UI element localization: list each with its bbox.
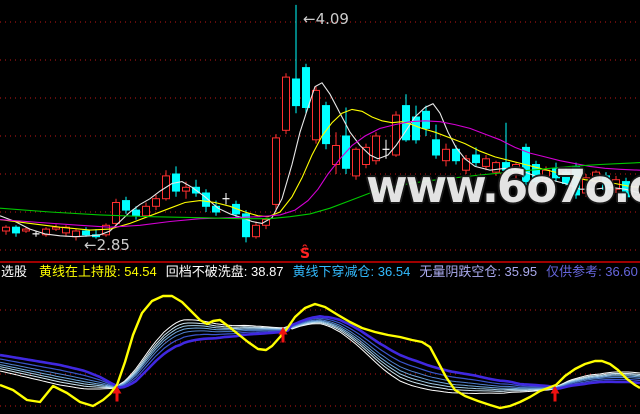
candle-up xyxy=(582,177,590,194)
candle-down xyxy=(452,148,460,162)
sell-marker: Ŝ xyxy=(300,244,310,262)
ribbon-line xyxy=(0,321,640,391)
candle-up xyxy=(462,158,470,171)
ribbon-line xyxy=(0,314,640,391)
status-item: 仅供参考: 36.60 xyxy=(546,264,638,279)
candle-down xyxy=(202,192,210,207)
buy-arrow xyxy=(112,386,122,402)
ma-yellow xyxy=(0,108,640,231)
candle-down xyxy=(322,105,330,145)
candle-down xyxy=(242,213,250,238)
candle-up xyxy=(102,224,110,236)
candle-down xyxy=(302,67,310,108)
candle-down xyxy=(412,116,420,141)
candle-up xyxy=(592,171,600,183)
candle-up xyxy=(362,146,370,165)
ma-magenta xyxy=(0,120,640,228)
buy-arrow xyxy=(278,327,288,343)
candle-up xyxy=(392,114,400,156)
candle-up xyxy=(22,228,30,232)
ribbon-line xyxy=(0,322,640,392)
candle-down xyxy=(532,164,540,183)
candle-down xyxy=(432,139,440,156)
candle-up xyxy=(352,148,360,177)
candle-up xyxy=(312,89,320,141)
candle-down xyxy=(422,110,430,129)
status-item: 黄线在上持股: 54.54 xyxy=(39,264,157,279)
ribbon-line xyxy=(0,320,640,390)
status-item: 黄线下穿减仓: 36.54 xyxy=(292,264,411,279)
main-price-chart[interactable]: ←4.09 ←2.85 Ŝ xyxy=(0,0,640,262)
ribbon-line xyxy=(0,319,640,389)
ma-white xyxy=(0,82,640,238)
candle-up xyxy=(42,228,50,236)
ma-green xyxy=(0,162,640,220)
status-item: 回档不破洗盘: 38.87 xyxy=(165,264,284,279)
candle-up xyxy=(282,76,290,131)
buy-arrow xyxy=(550,386,560,402)
candle-down xyxy=(122,200,130,211)
candle-up xyxy=(72,230,80,238)
ribbon-line xyxy=(0,319,640,394)
candle-up xyxy=(252,224,260,238)
candle-down xyxy=(132,209,140,217)
candle-up xyxy=(372,135,380,162)
candle-down xyxy=(472,154,480,164)
candle-down xyxy=(572,165,580,196)
candle-down xyxy=(12,226,20,234)
candle-up xyxy=(2,226,10,232)
candle-down xyxy=(82,230,90,236)
status-item: 选股 xyxy=(1,264,28,279)
candle-down xyxy=(292,78,300,107)
candle-up xyxy=(262,219,270,226)
status-item: 无量阴跌空仓: 35.95 xyxy=(419,264,538,279)
candle-up xyxy=(482,158,490,167)
price-label-high: ←4.09 xyxy=(303,10,349,28)
candle-up xyxy=(492,162,500,173)
candle-down xyxy=(502,162,510,171)
signal-line xyxy=(0,294,640,410)
candle-up xyxy=(182,186,190,192)
candle-up xyxy=(542,169,550,183)
candle-up xyxy=(112,202,120,224)
candle-up xyxy=(272,137,280,205)
candle-up xyxy=(62,226,70,234)
candle-up xyxy=(142,205,150,217)
indicator-chart[interactable] xyxy=(0,281,640,414)
price-label-low: ←2.85 xyxy=(84,236,130,254)
ribbon-line xyxy=(0,317,640,389)
candle-up xyxy=(442,148,450,162)
candle-up xyxy=(152,198,160,207)
indicator-status-bar: 选股 黄线在上持股: 54.54 回档不破洗盘: 38.87 黄线下穿减仓: 36.5… xyxy=(0,261,640,282)
